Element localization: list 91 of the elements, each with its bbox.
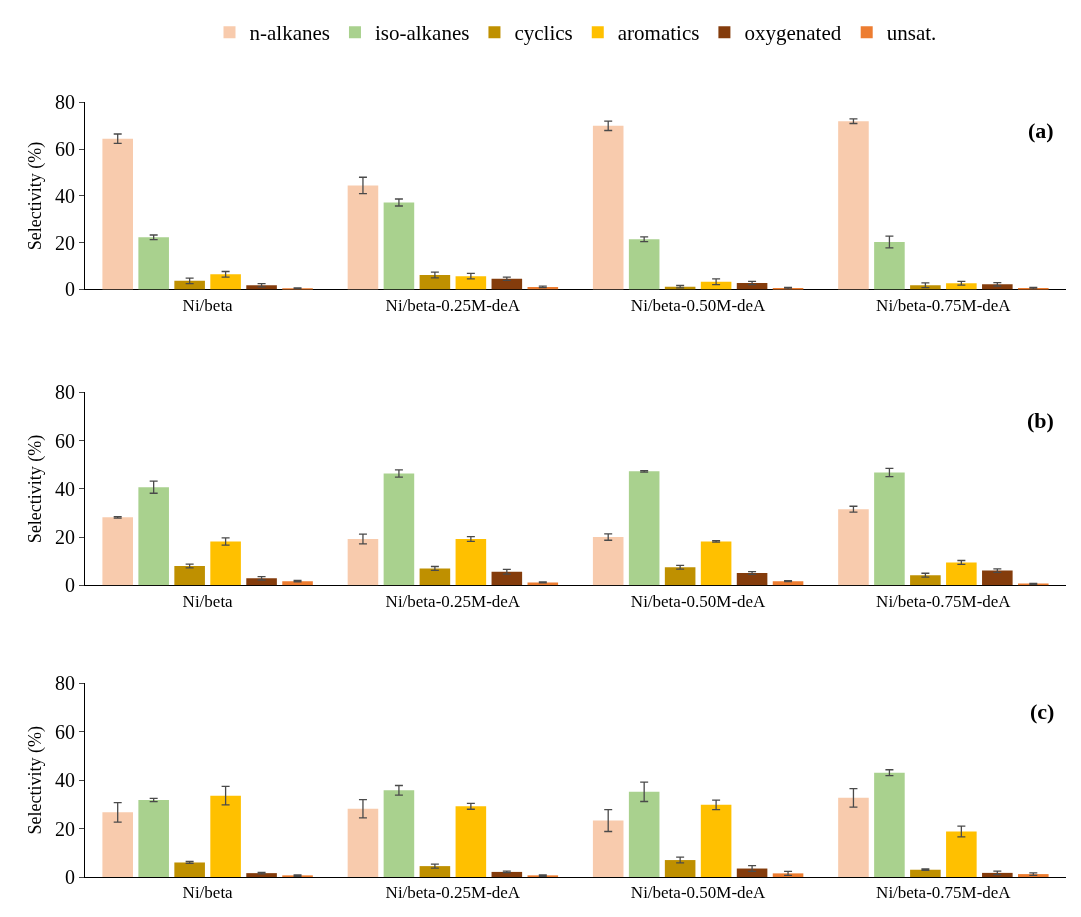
bar: [174, 566, 205, 586]
y-tick-label: 40: [55, 184, 75, 207]
legend-label: n-alkanes: [249, 21, 330, 46]
x-tick-label: Ni/beta-0.75M-deA: [876, 883, 1012, 903]
bar: [455, 539, 487, 586]
y-tick-label: 0: [65, 278, 75, 301]
x-tick-label: Ni/beta-0.75M-deA: [876, 295, 1012, 315]
bar: [838, 797, 869, 877]
bar: [592, 125, 624, 290]
bar: [210, 274, 241, 290]
bar: [628, 791, 660, 877]
y-tick-label: 80: [55, 672, 75, 695]
y-tick-label: 0: [65, 574, 75, 597]
bar: [838, 509, 869, 586]
y-tick-label: 60: [55, 138, 75, 161]
bar: [491, 871, 523, 877]
bar: [347, 539, 379, 586]
bar: [838, 121, 869, 290]
bar: [982, 570, 1013, 586]
bar: [592, 537, 624, 586]
bar: [491, 571, 523, 586]
bar: [102, 138, 133, 290]
x-tick-label: Ni/beta-0.50M-deA: [630, 295, 767, 315]
bar: [592, 820, 624, 877]
y-tick-label: 60: [55, 720, 75, 743]
y-tick-label: 20: [55, 526, 75, 549]
bar: [246, 578, 277, 586]
bar: [419, 274, 451, 290]
x-tick-label: Ni/beta: [182, 591, 234, 611]
bar: [946, 562, 977, 586]
legend-label: unsat.: [886, 21, 937, 46]
bar: [383, 473, 415, 586]
y-axis-title: Selectivity (%): [25, 725, 47, 835]
bar: [419, 568, 451, 586]
bar: [102, 812, 133, 877]
y-tick-label: 60: [55, 429, 75, 452]
bar: [174, 862, 205, 877]
bar: [210, 795, 241, 877]
bar: [772, 581, 804, 586]
bar: [383, 790, 415, 877]
bar: [664, 567, 696, 586]
x-tick-label: Ni/beta-0.25M-deA: [385, 591, 521, 611]
annotation: (a): [1028, 118, 1054, 143]
bar: [347, 808, 379, 877]
legend-label: iso-alkanes: [374, 21, 470, 46]
y-tick-label: 40: [55, 477, 75, 500]
bar: [874, 472, 905, 586]
x-tick-label: Ni/beta-0.50M-deA: [630, 883, 767, 903]
y-tick-label: 80: [55, 381, 75, 404]
bar: [1018, 874, 1049, 877]
bar: [700, 804, 732, 877]
legend-label: cyclics: [514, 21, 573, 46]
y-tick-label: 80: [55, 91, 75, 114]
legend-label: oxygenated: [744, 21, 842, 46]
bar: [628, 471, 660, 586]
bar: [628, 239, 660, 290]
annotation: (c): [1030, 699, 1055, 724]
bar: [138, 237, 169, 290]
y-axis-title: Selectivity (%): [25, 141, 47, 251]
bar: [102, 517, 133, 586]
bar: [700, 541, 732, 586]
y-tick-label: 0: [65, 866, 75, 888]
legend-label: aromatics: [617, 21, 700, 46]
y-axis-title: Selectivity (%): [25, 434, 47, 544]
x-tick-label: Ni/beta-0.50M-deA: [630, 591, 767, 611]
bar: [174, 280, 205, 290]
bar: [664, 860, 696, 877]
bar: [210, 541, 241, 586]
bar: [874, 772, 905, 877]
bar: [910, 575, 941, 586]
x-tick-label: Ni/beta: [182, 883, 234, 903]
y-tick-label: 20: [55, 817, 75, 840]
bar: [910, 869, 941, 877]
x-tick-label: Ni/beta-0.25M-deA: [385, 295, 521, 315]
bar: [874, 242, 905, 290]
x-tick-label: Ni/beta-0.25M-deA: [385, 883, 521, 903]
bar: [246, 873, 277, 877]
bar: [736, 573, 768, 586]
y-tick-label: 20: [55, 231, 75, 254]
y-tick-label: 40: [55, 769, 75, 792]
bar: [383, 202, 415, 290]
x-tick-label: Ni/beta: [182, 295, 234, 315]
bar: [138, 800, 169, 877]
bar: [419, 866, 451, 877]
annotation: (b): [1027, 408, 1054, 433]
x-tick-label: Ni/beta-0.75M-deA: [876, 591, 1012, 611]
bar: [138, 487, 169, 586]
bar: [455, 806, 487, 877]
bar: [455, 276, 487, 290]
bar: [347, 185, 379, 290]
bar: [946, 831, 977, 877]
